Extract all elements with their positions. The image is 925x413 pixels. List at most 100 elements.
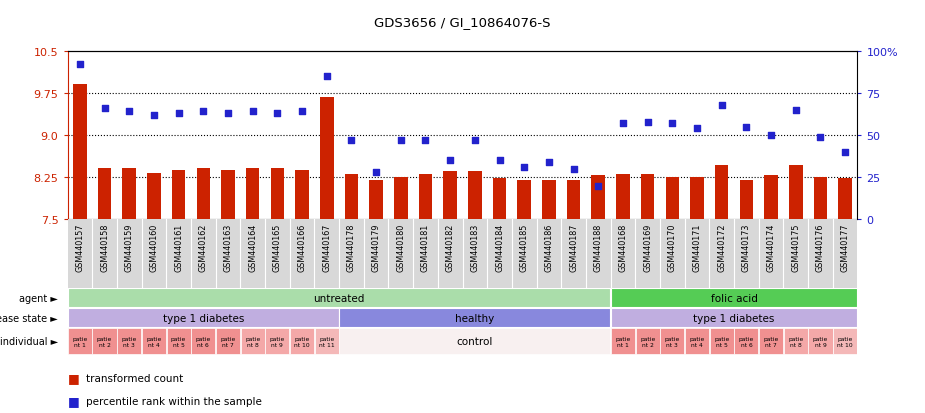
Bar <box>314 328 339 355</box>
Text: GSM440165: GSM440165 <box>273 223 282 271</box>
Point <box>319 74 334 80</box>
Bar <box>172 171 185 220</box>
Bar <box>394 178 408 220</box>
Point <box>122 109 137 115</box>
Bar <box>666 178 679 220</box>
Bar <box>92 328 117 355</box>
Text: GSM440163: GSM440163 <box>224 223 232 271</box>
Bar <box>764 176 778 220</box>
Point <box>220 111 235 117</box>
Point <box>788 107 803 114</box>
Bar <box>616 175 630 220</box>
Text: GSM440160: GSM440160 <box>150 223 158 271</box>
Text: GSM440180: GSM440180 <box>396 223 405 271</box>
Bar <box>191 328 216 355</box>
Bar <box>147 174 161 220</box>
Text: patie
nt 10: patie nt 10 <box>837 336 853 347</box>
Bar <box>783 328 808 355</box>
Bar <box>833 328 857 355</box>
Text: disease state ►: disease state ► <box>0 313 58 323</box>
Point <box>196 109 211 115</box>
Bar <box>369 180 383 220</box>
Text: patie
nt 6: patie nt 6 <box>739 336 754 347</box>
Text: GSM440176: GSM440176 <box>816 223 825 271</box>
Bar <box>610 328 635 355</box>
Text: folic acid: folic acid <box>710 293 758 303</box>
Point <box>764 132 779 139</box>
Point <box>714 102 729 109</box>
Bar <box>339 309 610 327</box>
Text: patie
nt 2: patie nt 2 <box>97 336 112 347</box>
Point <box>492 157 507 164</box>
Text: GSM440162: GSM440162 <box>199 223 208 271</box>
Bar <box>117 328 142 355</box>
Bar <box>709 328 734 355</box>
Bar <box>468 171 482 220</box>
Bar <box>789 166 803 220</box>
Bar <box>610 309 857 327</box>
Text: control: control <box>457 337 493 347</box>
Point <box>467 138 482 144</box>
Bar <box>339 328 610 355</box>
Text: percentile rank within the sample: percentile rank within the sample <box>86 396 262 406</box>
Text: GSM440173: GSM440173 <box>742 223 751 271</box>
Bar <box>271 168 284 220</box>
Bar <box>684 328 709 355</box>
Point <box>517 164 532 171</box>
Text: GSM440158: GSM440158 <box>100 223 109 271</box>
Text: GSM440181: GSM440181 <box>421 223 430 271</box>
Bar <box>734 328 758 355</box>
Bar <box>295 171 309 220</box>
Text: GSM440177: GSM440177 <box>841 223 850 271</box>
Point <box>295 109 310 115</box>
Bar <box>814 178 827 220</box>
Text: patie
nt 4: patie nt 4 <box>146 336 162 347</box>
Bar <box>265 328 290 355</box>
Point <box>813 134 828 141</box>
Bar <box>345 175 358 220</box>
Text: healthy: healthy <box>455 313 495 323</box>
Text: patie
nt 11: patie nt 11 <box>319 336 335 347</box>
Bar <box>641 175 654 220</box>
Text: patie
nt 5: patie nt 5 <box>714 336 729 347</box>
Text: patie
nt 5: patie nt 5 <box>171 336 186 347</box>
Bar <box>196 168 210 220</box>
Text: ■: ■ <box>68 394 80 407</box>
Point <box>838 149 853 156</box>
Point <box>97 105 112 112</box>
Bar <box>838 179 852 220</box>
Bar <box>567 180 580 220</box>
Text: GSM440157: GSM440157 <box>75 223 84 271</box>
Bar <box>419 175 432 220</box>
Text: GSM440172: GSM440172 <box>717 223 726 271</box>
Bar <box>246 168 259 220</box>
Text: GSM440186: GSM440186 <box>545 223 553 271</box>
Text: GSM440184: GSM440184 <box>495 223 504 271</box>
Point <box>369 169 384 176</box>
Point <box>566 166 581 173</box>
Bar <box>320 97 334 220</box>
Text: GSM440182: GSM440182 <box>446 223 455 271</box>
Text: GSM440185: GSM440185 <box>520 223 529 271</box>
Text: GSM440161: GSM440161 <box>174 223 183 271</box>
Text: patie
nt 2: patie nt 2 <box>640 336 655 347</box>
Bar <box>808 328 833 355</box>
Bar <box>660 328 684 355</box>
Point <box>665 121 680 127</box>
Text: patie
nt 3: patie nt 3 <box>121 336 137 347</box>
Text: patie
nt 3: patie nt 3 <box>665 336 680 347</box>
Bar <box>68 289 610 307</box>
Text: GSM440159: GSM440159 <box>125 223 134 271</box>
Text: GSM440170: GSM440170 <box>668 223 677 271</box>
Bar <box>690 177 704 220</box>
Bar <box>142 328 166 355</box>
Bar <box>591 176 605 220</box>
Text: GSM440169: GSM440169 <box>643 223 652 271</box>
Text: agent ►: agent ► <box>19 293 58 303</box>
Bar <box>443 171 457 220</box>
Text: individual ►: individual ► <box>0 337 58 347</box>
Text: GSM440178: GSM440178 <box>347 223 356 271</box>
Text: GSM440171: GSM440171 <box>693 223 701 271</box>
Point <box>443 157 458 164</box>
Text: GSM440179: GSM440179 <box>372 223 380 271</box>
